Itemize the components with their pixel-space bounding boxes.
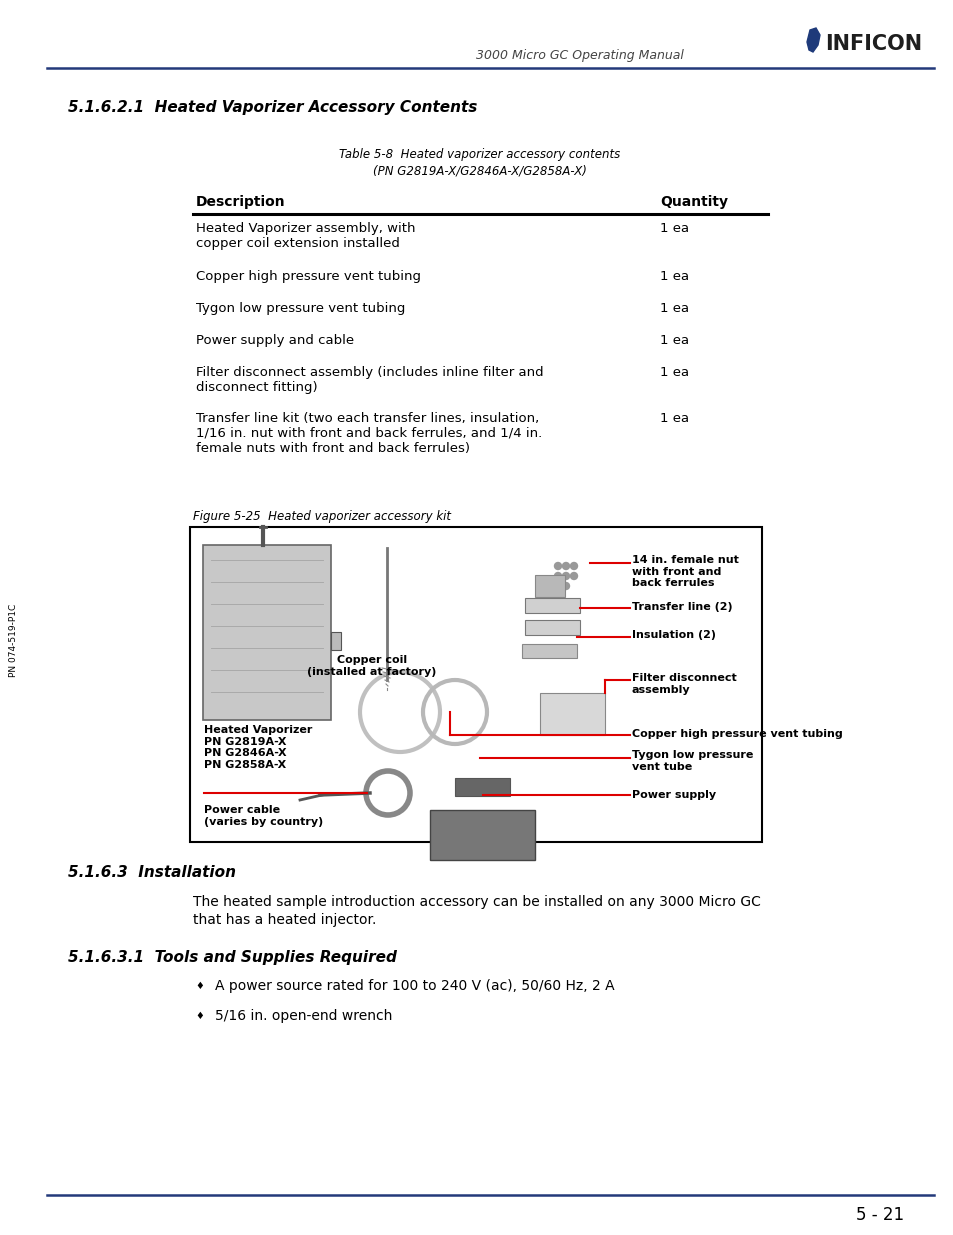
Polygon shape bbox=[806, 28, 820, 52]
Text: Figure 5-25  Heated vaporizer accessory kit: Figure 5-25 Heated vaporizer accessory k… bbox=[193, 510, 451, 522]
Text: Heated Vaporizer
PN G2819A-X
PN G2846A-X
PN G2858A-X: Heated Vaporizer PN G2819A-X PN G2846A-X… bbox=[204, 725, 312, 769]
Circle shape bbox=[570, 573, 577, 579]
Text: Tygon low pressure vent tubing: Tygon low pressure vent tubing bbox=[195, 303, 405, 315]
Text: 1 ea: 1 ea bbox=[659, 270, 688, 283]
Text: disconnect fitting): disconnect fitting) bbox=[195, 382, 317, 394]
Circle shape bbox=[554, 583, 561, 589]
Circle shape bbox=[554, 562, 561, 569]
Text: Transfer line (2): Transfer line (2) bbox=[631, 601, 732, 613]
Text: A power source rated for 100 to 240 V (ac), 50/60 Hz, 2 A: A power source rated for 100 to 240 V (a… bbox=[214, 979, 614, 993]
Text: Copper high pressure vent tubing: Copper high pressure vent tubing bbox=[195, 270, 420, 283]
Text: PN 074-519-P1C: PN 074-519-P1C bbox=[10, 604, 18, 677]
Text: Power supply and cable: Power supply and cable bbox=[195, 333, 354, 347]
Text: (PN G2819A-X/G2846A-X/G2858A-X): (PN G2819A-X/G2846A-X/G2858A-X) bbox=[373, 165, 586, 178]
Circle shape bbox=[554, 573, 561, 579]
Bar bbox=[535, 576, 564, 597]
Text: copper coil extension installed: copper coil extension installed bbox=[195, 237, 399, 249]
Bar bbox=[524, 598, 579, 613]
Bar bbox=[524, 620, 579, 635]
Text: Filter disconnect assembly (includes inline filter and: Filter disconnect assembly (includes inl… bbox=[195, 366, 543, 379]
Text: 1 ea: 1 ea bbox=[659, 333, 688, 347]
Text: Heated Vaporizer assembly, with: Heated Vaporizer assembly, with bbox=[195, 222, 416, 235]
Text: 5 - 21: 5 - 21 bbox=[855, 1207, 903, 1224]
Text: Power supply: Power supply bbox=[631, 790, 716, 800]
Text: 5.1.6.2.1  Heated Vaporizer Accessory Contents: 5.1.6.2.1 Heated Vaporizer Accessory Con… bbox=[68, 100, 476, 115]
Text: 1 ea: 1 ea bbox=[659, 366, 688, 379]
Text: 1/16 in. nut with front and back ferrules, and 1/4 in.: 1/16 in. nut with front and back ferrule… bbox=[195, 427, 541, 440]
Text: Insulation (2): Insulation (2) bbox=[631, 630, 716, 640]
Bar bbox=[455, 778, 510, 797]
Bar bbox=[203, 545, 331, 720]
Text: ♦: ♦ bbox=[195, 1011, 204, 1021]
Text: Copper high pressure vent tubing: Copper high pressure vent tubing bbox=[631, 729, 841, 739]
Bar bbox=[521, 643, 577, 658]
Text: INFICON: INFICON bbox=[824, 35, 922, 54]
Bar bbox=[331, 632, 340, 650]
Text: Transfer line kit (two each transfer lines, insulation,: Transfer line kit (two each transfer lin… bbox=[195, 412, 538, 425]
Text: Filter disconnect
assembly: Filter disconnect assembly bbox=[631, 673, 736, 694]
Circle shape bbox=[562, 583, 569, 589]
Text: Power cable
(varies by country): Power cable (varies by country) bbox=[204, 805, 323, 826]
Text: 14 in. female nut
with front and
back ferrules: 14 in. female nut with front and back fe… bbox=[631, 555, 739, 588]
Text: 1 ea: 1 ea bbox=[659, 412, 688, 425]
Text: Tygon low pressure
vent tube: Tygon low pressure vent tube bbox=[631, 750, 753, 772]
Text: Table 5-8  Heated vaporizer accessory contents: Table 5-8 Heated vaporizer accessory con… bbox=[339, 148, 620, 161]
Text: 5.1.6.3  Installation: 5.1.6.3 Installation bbox=[68, 864, 235, 881]
Text: Copper coil
(installed at factory): Copper coil (installed at factory) bbox=[307, 655, 436, 677]
Bar bbox=[539, 693, 604, 735]
Text: female nuts with front and back ferrules): female nuts with front and back ferrules… bbox=[195, 442, 470, 454]
Circle shape bbox=[570, 562, 577, 569]
Text: 5.1.6.3.1  Tools and Supplies Required: 5.1.6.3.1 Tools and Supplies Required bbox=[68, 950, 396, 965]
Text: that has a heated injector.: that has a heated injector. bbox=[193, 913, 376, 927]
Circle shape bbox=[562, 562, 569, 569]
Text: Quantity: Quantity bbox=[659, 195, 727, 209]
Bar bbox=[190, 527, 761, 842]
Text: Description: Description bbox=[195, 195, 285, 209]
Text: 3000 Micro GC Operating Manual: 3000 Micro GC Operating Manual bbox=[476, 48, 683, 62]
Text: The heated sample introduction accessory can be installed on any 3000 Micro GC: The heated sample introduction accessory… bbox=[193, 895, 760, 909]
Text: ♦: ♦ bbox=[195, 981, 204, 990]
Bar bbox=[430, 810, 535, 860]
Text: 5/16 in. open-end wrench: 5/16 in. open-end wrench bbox=[214, 1009, 392, 1023]
Text: 1 ea: 1 ea bbox=[659, 303, 688, 315]
Text: 1 ea: 1 ea bbox=[659, 222, 688, 235]
Circle shape bbox=[562, 573, 569, 579]
